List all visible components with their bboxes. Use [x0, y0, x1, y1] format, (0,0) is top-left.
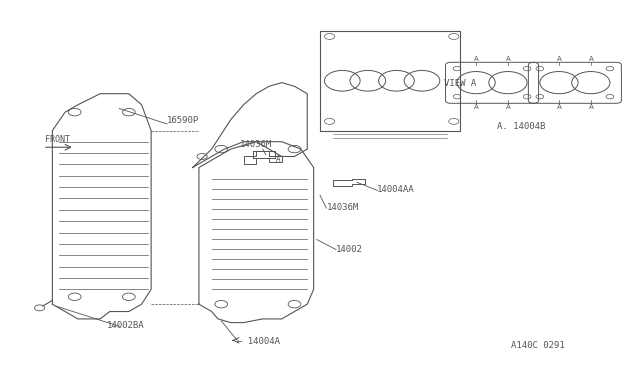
- Text: 14036M: 14036M: [326, 203, 358, 212]
- Text: A: A: [506, 104, 510, 110]
- Text: 14002BA: 14002BA: [106, 321, 144, 330]
- Text: 14002: 14002: [336, 246, 363, 254]
- Text: 14004AA: 14004AA: [378, 185, 415, 193]
- Text: FRONT: FRONT: [45, 135, 70, 144]
- Text: A: A: [276, 155, 281, 164]
- Text: A: A: [588, 104, 593, 110]
- Text: A: A: [474, 104, 479, 110]
- Text: A: A: [474, 56, 479, 62]
- Text: A: A: [506, 56, 510, 62]
- Text: A. 14004B: A. 14004B: [497, 122, 545, 131]
- Text: VIEW A: VIEW A: [444, 79, 477, 88]
- Text: A: A: [588, 56, 593, 62]
- Text: ← 14004A: ← 14004A: [237, 337, 280, 346]
- Text: 16590P: 16590P: [167, 116, 199, 125]
- Text: 14036M: 14036M: [241, 140, 273, 149]
- Text: A: A: [557, 56, 561, 62]
- Text: A140C 0291: A140C 0291: [511, 341, 565, 350]
- Text: A: A: [557, 104, 561, 110]
